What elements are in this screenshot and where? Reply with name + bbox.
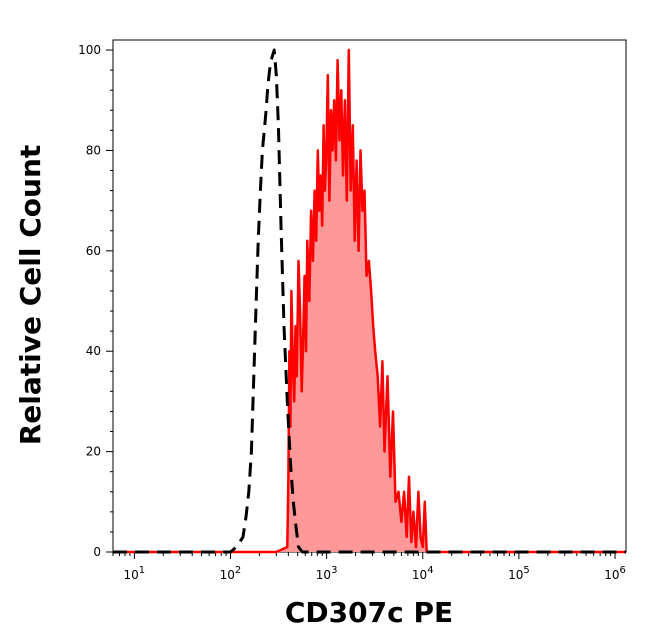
x-tick-exponent: 5 — [523, 565, 529, 576]
x-axis-title: CD307c PE — [285, 596, 453, 629]
x-tick-label: 101 — [124, 565, 146, 582]
series-layer — [113, 48, 626, 554]
x-axis: 101 102 103 104 105 106 — [112, 552, 626, 582]
x-tick-label: 102 — [220, 565, 242, 582]
x-tick-base: 10 — [412, 568, 427, 582]
x-tick-base: 10 — [604, 568, 619, 582]
y-axis-title: Relative Cell Count — [14, 145, 47, 446]
y-tick-label: 100 — [78, 43, 101, 57]
x-tick-exponent: 3 — [331, 565, 337, 576]
x-tick-label: 103 — [316, 565, 338, 582]
x-tick-label: 106 — [604, 565, 626, 582]
x-tick-exponent: 1 — [139, 565, 145, 576]
y-tick-label: 0 — [93, 545, 101, 559]
x-tick-base: 10 — [220, 568, 235, 582]
x-tick-base: 10 — [508, 568, 523, 582]
x-tick-exponent: 6 — [619, 565, 625, 576]
black-dashed-series-line — [113, 48, 626, 554]
x-tick-exponent: 4 — [427, 565, 433, 576]
x-tick-exponent: 2 — [235, 565, 241, 576]
y-axis: 0 20 40 60 80 100 — [78, 43, 113, 559]
x-tick-base: 10 — [316, 568, 331, 582]
red-series-line — [113, 48, 626, 554]
x-tick-label: 104 — [412, 565, 434, 582]
y-tick-label: 80 — [86, 143, 101, 157]
y-tick-label: 60 — [86, 244, 101, 258]
y-tick-label: 40 — [86, 344, 101, 358]
red-series-fill — [113, 50, 626, 552]
x-tick-label: 105 — [508, 565, 530, 582]
x-tick-base: 10 — [124, 568, 139, 582]
y-tick-label: 20 — [86, 445, 101, 459]
